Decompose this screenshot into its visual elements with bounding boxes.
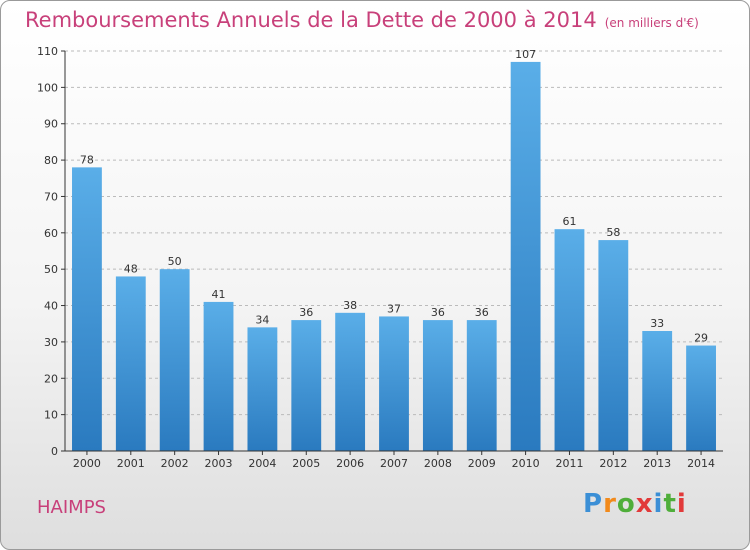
x-tick-label: 2004 xyxy=(248,457,276,470)
bar xyxy=(686,345,716,451)
data-label: 34 xyxy=(255,313,269,326)
bars: 78 48 50 41 34 36 38 37 36 36 107 61 58 33 29 xyxy=(72,48,716,452)
y-tick-label: 0 xyxy=(51,445,58,458)
x-tick-label: 2002 xyxy=(161,457,189,470)
logo-letter: r xyxy=(603,489,617,519)
x-tick-label: 2011 xyxy=(555,457,583,470)
logo-letter: i xyxy=(653,489,664,519)
proxiti-logo: Proxiti xyxy=(583,489,687,519)
x-tick-label: 2014 xyxy=(687,457,715,470)
data-label: 58 xyxy=(606,226,620,239)
data-label: 37 xyxy=(387,302,401,315)
logo-letter: P xyxy=(583,489,604,519)
x-tick-label: 2012 xyxy=(599,457,627,470)
y-tick-label: 50 xyxy=(44,263,58,276)
bar xyxy=(554,229,585,451)
bar xyxy=(115,276,146,451)
y-tick-label: 110 xyxy=(37,45,58,58)
bar xyxy=(203,301,234,451)
bar xyxy=(159,269,190,451)
x-tick-label: 2009 xyxy=(468,457,496,470)
data-label: 107 xyxy=(515,48,536,61)
x-tick-label: 2010 xyxy=(512,457,540,470)
bar xyxy=(72,167,102,451)
bar xyxy=(466,320,497,451)
bar xyxy=(247,327,278,451)
logo-letter: t xyxy=(663,489,677,519)
data-label: 41 xyxy=(212,288,226,301)
data-label: 48 xyxy=(124,262,138,275)
y-tick-label: 80 xyxy=(44,154,58,167)
chart-title-text: Remboursements Annuels de la Dette de 20… xyxy=(25,8,597,32)
data-label: 29 xyxy=(694,332,708,345)
logo-letter: i xyxy=(676,489,687,519)
y-tick-label: 20 xyxy=(44,372,58,385)
data-label: 33 xyxy=(650,317,664,330)
bar xyxy=(642,331,673,451)
logo-letter: x xyxy=(635,489,654,519)
y-tick-label: 40 xyxy=(44,300,58,313)
bar xyxy=(291,320,322,451)
data-label: 78 xyxy=(80,153,94,166)
data-label: 36 xyxy=(431,306,445,319)
bar xyxy=(510,61,541,452)
x-tick-label: 2006 xyxy=(336,457,364,470)
axes: 0 10 20 30 40 50 60 70 80 90 100 110 2000 2001 2002 200… xyxy=(37,45,723,470)
y-tick-label: 90 xyxy=(44,118,58,131)
bar xyxy=(598,240,629,451)
x-tick-label: 2005 xyxy=(292,457,320,470)
chart-subtitle: (en milliers d'€) xyxy=(604,16,699,30)
x-tick-label: 2013 xyxy=(643,457,671,470)
x-tick-label: 2000 xyxy=(73,457,101,470)
data-label: 36 xyxy=(475,306,489,319)
x-tick-label: 2001 xyxy=(117,457,145,470)
y-tick-label: 30 xyxy=(44,336,58,349)
chart-title: Remboursements Annuels de la Dette de 20… xyxy=(25,8,699,32)
data-label: 50 xyxy=(168,255,182,268)
y-tick-label: 100 xyxy=(37,81,58,94)
y-tick-label: 60 xyxy=(44,227,58,240)
y-tick-label: 70 xyxy=(44,190,58,203)
bar xyxy=(335,312,366,451)
x-tick-label: 2008 xyxy=(424,457,452,470)
y-tick-label: 10 xyxy=(44,409,58,422)
data-label: 61 xyxy=(562,215,576,228)
data-label: 36 xyxy=(299,306,313,319)
x-tick-label: 2003 xyxy=(205,457,233,470)
x-tick-label: 2007 xyxy=(380,457,408,470)
bar xyxy=(422,320,453,451)
commune-name: HAIMPS xyxy=(37,497,106,518)
bar xyxy=(379,316,409,451)
logo-letter: o xyxy=(616,489,636,519)
data-label: 38 xyxy=(343,299,357,312)
